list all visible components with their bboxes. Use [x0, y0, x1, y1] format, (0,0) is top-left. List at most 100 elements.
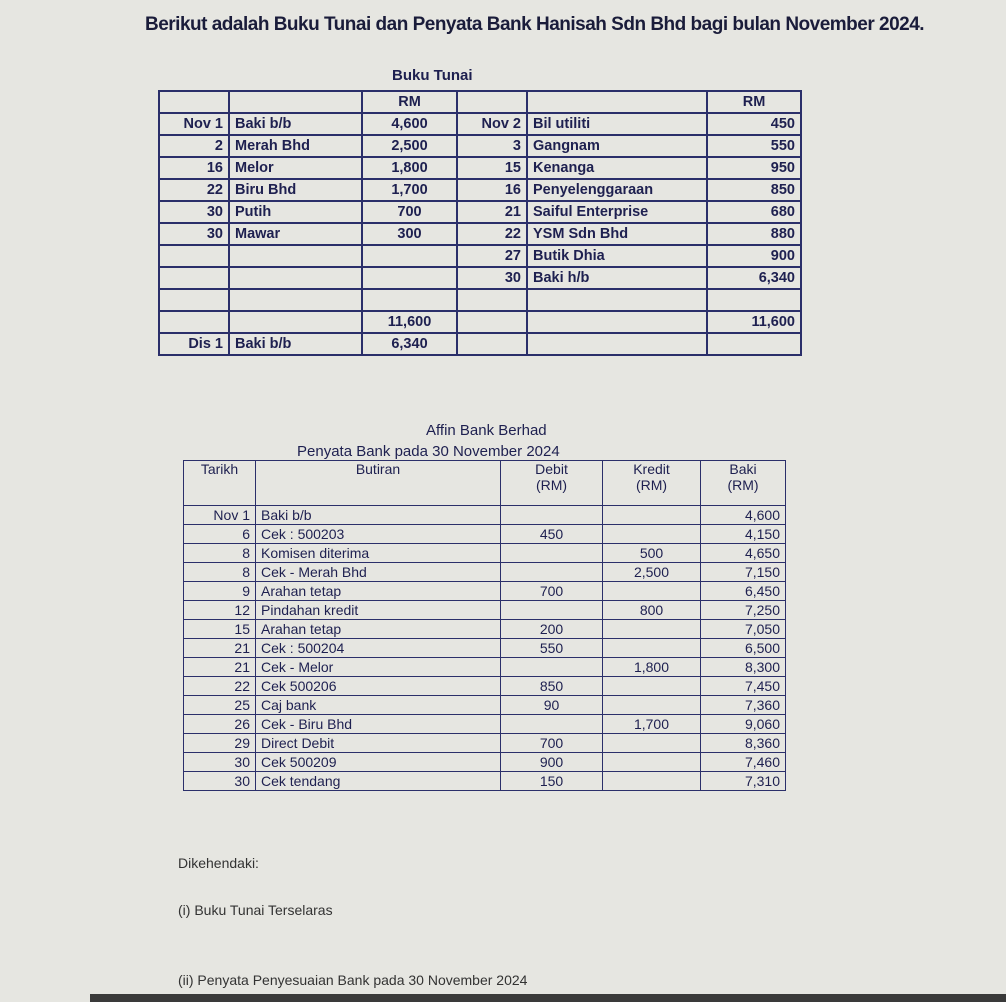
question-2: (ii) Penyata Penyesuaian Bank pada 30 No… — [178, 972, 528, 988]
table-cell: 3 — [456, 134, 528, 158]
table-cell: 6,450 — [700, 581, 786, 601]
table-cell: 8,360 — [700, 733, 786, 753]
table-cell — [526, 332, 708, 356]
header-balance-unit: (RM) — [727, 477, 759, 493]
table-cell: Butik Dhia — [526, 244, 708, 268]
table-cell: 200 — [500, 619, 603, 639]
table-cell: 8,300 — [700, 657, 786, 677]
table-row: 21 Cek : 500204 550 6,500 — [183, 638, 786, 658]
table-cell: 22 — [456, 222, 528, 246]
table-cell: 9 — [183, 581, 256, 601]
page-title: Berikut adalah Buku Tunai dan Penyata Ba… — [145, 14, 925, 35]
table-cell: 6,340 — [706, 266, 802, 290]
table-cell: Cek - Biru Bhd — [255, 714, 501, 734]
table-cell: 4,650 — [700, 543, 786, 563]
table-cell: 30 — [158, 200, 230, 224]
table-cell: 850 — [706, 178, 802, 202]
table-row: 29 Direct Debit 700 8,360 — [183, 733, 786, 753]
table-cell: 12 — [183, 600, 256, 620]
header-balance-label: Baki — [729, 461, 757, 478]
table-row: 6 Cek : 500203 450 4,150 — [183, 524, 786, 544]
table-cell: 1,700 — [602, 714, 701, 734]
table-row: 15 Arahan tetap 200 7,050 — [183, 619, 786, 639]
table-cell: Baki b/b — [255, 505, 501, 525]
table-row: 30 Putih 700 21 Saiful Enterprise 680 — [158, 200, 802, 224]
table-cell — [361, 244, 458, 268]
table-cell: 300 — [361, 222, 458, 246]
table-cell: 30 — [158, 222, 230, 246]
question-1: (i) Buku Tunai Terselaras — [178, 902, 333, 918]
header-details: Butiran — [255, 460, 501, 506]
table-cell — [602, 524, 701, 544]
table-cell: 700 — [500, 581, 603, 601]
table-cell: 8 — [183, 562, 256, 582]
table-cell — [500, 714, 603, 734]
table-cell — [158, 266, 230, 290]
currency-header: RM — [706, 90, 802, 114]
table-row: 30 Baki h/b 6,340 — [158, 266, 802, 290]
table-cell: 1,700 — [361, 178, 458, 202]
table-cell: 900 — [706, 244, 802, 268]
bank-name: Affin Bank Berhad — [426, 422, 547, 439]
table-row: 30 Cek 500209 900 7,460 — [183, 752, 786, 772]
table-cell: 550 — [500, 638, 603, 658]
table-cell — [706, 332, 802, 356]
table-cell — [500, 505, 603, 525]
table-cell: 4,150 — [700, 524, 786, 544]
table-cell — [706, 288, 802, 312]
table-cell: Penyelenggaraan — [526, 178, 708, 202]
table-cell: 22 — [183, 676, 256, 696]
table-row: Nov 1 Baki b/b 4,600 — [183, 505, 786, 525]
table-cell — [361, 288, 458, 312]
table-cell — [602, 676, 701, 696]
table-cell: Baki b/b — [228, 332, 363, 356]
table-cell: 1,800 — [361, 156, 458, 180]
table-row: 30 Cek tendang 150 7,310 — [183, 771, 786, 791]
table-cell: 2,500 — [361, 134, 458, 158]
table-cell — [456, 332, 528, 356]
table-cell: Cek - Melor — [255, 657, 501, 677]
table-cell: 7,250 — [700, 600, 786, 620]
table-cell: 2 — [158, 134, 230, 158]
table-cell: 7,150 — [700, 562, 786, 582]
table-cell: Putih — [228, 200, 363, 224]
table-cell — [602, 638, 701, 658]
table-cell: 29 — [183, 733, 256, 753]
table-cell — [602, 619, 701, 639]
questions-heading: Dikehendaki: — [178, 855, 259, 871]
table-cell — [228, 266, 363, 290]
table-row: 16 Melor 1,800 15 Kenanga 950 — [158, 156, 802, 180]
table-cell — [602, 581, 701, 601]
table-cell — [500, 657, 603, 677]
table-cell: Pindahan kredit — [255, 600, 501, 620]
table-cell: Cek - Merah Bhd — [255, 562, 501, 582]
table-cell — [602, 752, 701, 772]
table-cell: 700 — [500, 733, 603, 753]
table-cell: Bil utiliti — [526, 112, 708, 136]
table-cell: Saiful Enterprise — [526, 200, 708, 224]
table-cell: 30 — [456, 266, 528, 290]
table-cell — [602, 505, 701, 525]
bank-header-row: Tarikh Butiran Debit (RM) Kredit (RM) Baki… — [183, 460, 786, 506]
bank-statement-table: Tarikh Butiran Debit (RM) Kredit (RM) Baki… — [183, 460, 786, 791]
table-row: 8 Cek - Merah Bhd 2,500 7,150 — [183, 562, 786, 582]
table-cell: Cek : 500204 — [255, 638, 501, 658]
table-cell — [602, 695, 701, 715]
header-credit: Kredit (RM) — [602, 460, 701, 506]
table-cell: 30 — [183, 752, 256, 772]
table-row: 9 Arahan tetap 700 6,450 — [183, 581, 786, 601]
table-row: 21 Cek - Melor 1,800 8,300 — [183, 657, 786, 677]
table-row: 27 Butik Dhia 900 — [158, 244, 802, 268]
table-cell — [158, 288, 230, 312]
table-cell: 22 — [158, 178, 230, 202]
table-cell: 11,600 — [706, 310, 802, 334]
table-cell: 4,600 — [700, 505, 786, 525]
table-cell: 15 — [183, 619, 256, 639]
table-cell: 8 — [183, 543, 256, 563]
table-cell — [158, 310, 230, 334]
table-cell: 11,600 — [361, 310, 458, 334]
balance-brought-down-row: Dis 1 Baki b/b 6,340 — [158, 332, 802, 356]
table-cell: 150 — [500, 771, 603, 791]
table-cell: 550 — [706, 134, 802, 158]
table-cell: Arahan tetap — [255, 581, 501, 601]
